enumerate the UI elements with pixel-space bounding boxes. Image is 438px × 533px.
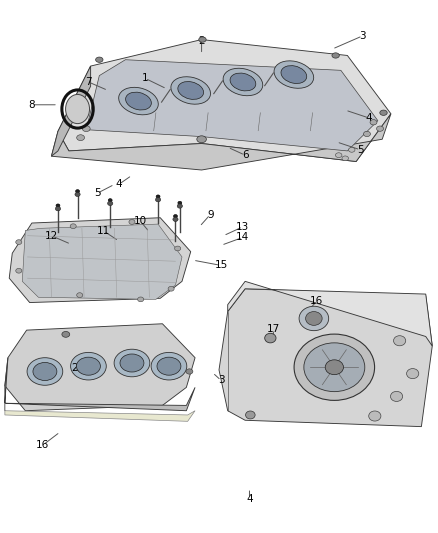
- Ellipse shape: [380, 110, 387, 115]
- Ellipse shape: [178, 82, 204, 99]
- Ellipse shape: [77, 293, 83, 297]
- Polygon shape: [9, 217, 191, 303]
- Ellipse shape: [77, 357, 100, 375]
- Text: 12: 12: [45, 231, 58, 241]
- Text: 3: 3: [218, 375, 225, 385]
- Ellipse shape: [199, 37, 206, 42]
- Ellipse shape: [177, 204, 183, 208]
- Ellipse shape: [16, 268, 22, 273]
- Ellipse shape: [173, 217, 178, 221]
- Ellipse shape: [108, 201, 113, 206]
- Ellipse shape: [114, 349, 150, 377]
- Ellipse shape: [56, 204, 60, 207]
- Text: 17: 17: [267, 324, 280, 334]
- Ellipse shape: [71, 352, 106, 380]
- Ellipse shape: [223, 68, 263, 96]
- Ellipse shape: [77, 135, 85, 141]
- Ellipse shape: [95, 57, 103, 62]
- Ellipse shape: [186, 369, 193, 374]
- Ellipse shape: [336, 153, 342, 158]
- Ellipse shape: [82, 126, 90, 132]
- Ellipse shape: [370, 119, 377, 125]
- Polygon shape: [51, 114, 391, 170]
- Ellipse shape: [108, 199, 112, 202]
- Text: 14: 14: [237, 232, 250, 243]
- Ellipse shape: [306, 312, 322, 325]
- Text: 7: 7: [85, 77, 92, 87]
- Ellipse shape: [304, 343, 365, 392]
- Polygon shape: [58, 39, 391, 161]
- Polygon shape: [5, 403, 195, 421]
- Polygon shape: [5, 324, 195, 411]
- Ellipse shape: [299, 306, 328, 330]
- Text: 10: 10: [134, 216, 147, 227]
- Ellipse shape: [76, 190, 80, 193]
- Ellipse shape: [369, 411, 381, 421]
- Ellipse shape: [75, 192, 80, 197]
- Text: 2: 2: [198, 36, 205, 46]
- Ellipse shape: [126, 92, 152, 110]
- Polygon shape: [86, 60, 378, 151]
- Text: 4: 4: [246, 494, 253, 504]
- Ellipse shape: [265, 333, 276, 343]
- Ellipse shape: [377, 126, 384, 131]
- Ellipse shape: [55, 207, 60, 211]
- Ellipse shape: [16, 240, 22, 245]
- Text: 4: 4: [366, 113, 372, 123]
- Ellipse shape: [157, 357, 181, 375]
- Text: 16: 16: [36, 440, 49, 450]
- Ellipse shape: [155, 198, 161, 202]
- Ellipse shape: [274, 61, 314, 88]
- Text: 1: 1: [142, 73, 148, 83]
- Text: 13: 13: [237, 222, 250, 232]
- Ellipse shape: [66, 94, 89, 124]
- Ellipse shape: [294, 334, 374, 400]
- Ellipse shape: [173, 215, 177, 217]
- Ellipse shape: [138, 297, 144, 302]
- Ellipse shape: [171, 77, 211, 104]
- Text: 5: 5: [357, 145, 364, 155]
- Ellipse shape: [168, 286, 174, 291]
- Ellipse shape: [197, 136, 206, 143]
- Text: 2: 2: [71, 364, 78, 373]
- Ellipse shape: [393, 336, 406, 346]
- Text: 6: 6: [242, 150, 248, 160]
- Ellipse shape: [406, 368, 419, 378]
- Ellipse shape: [27, 358, 63, 385]
- Text: 9: 9: [207, 209, 214, 220]
- Polygon shape: [228, 281, 432, 346]
- Polygon shape: [51, 66, 91, 156]
- Ellipse shape: [70, 224, 76, 229]
- Ellipse shape: [246, 411, 255, 419]
- Ellipse shape: [151, 352, 187, 380]
- Text: 8: 8: [28, 100, 35, 110]
- Ellipse shape: [332, 53, 339, 58]
- Text: 5: 5: [94, 188, 100, 198]
- Text: 15: 15: [215, 261, 228, 270]
- Text: 11: 11: [97, 226, 110, 236]
- Text: 3: 3: [359, 31, 366, 41]
- Polygon shape: [5, 358, 195, 411]
- Ellipse shape: [325, 360, 343, 375]
- Polygon shape: [22, 224, 182, 300]
- Ellipse shape: [175, 246, 181, 251]
- Ellipse shape: [156, 195, 160, 198]
- Text: 16: 16: [310, 296, 324, 306]
- Polygon shape: [219, 289, 432, 426]
- Text: 4: 4: [116, 179, 122, 189]
- Ellipse shape: [391, 391, 403, 401]
- Ellipse shape: [178, 201, 182, 205]
- Ellipse shape: [349, 148, 355, 152]
- Ellipse shape: [62, 332, 70, 337]
- Ellipse shape: [33, 362, 57, 381]
- Ellipse shape: [364, 131, 371, 136]
- Ellipse shape: [230, 73, 256, 91]
- Ellipse shape: [342, 156, 349, 161]
- Ellipse shape: [119, 87, 158, 115]
- Ellipse shape: [120, 354, 144, 372]
- Ellipse shape: [281, 66, 307, 84]
- Ellipse shape: [129, 220, 135, 224]
